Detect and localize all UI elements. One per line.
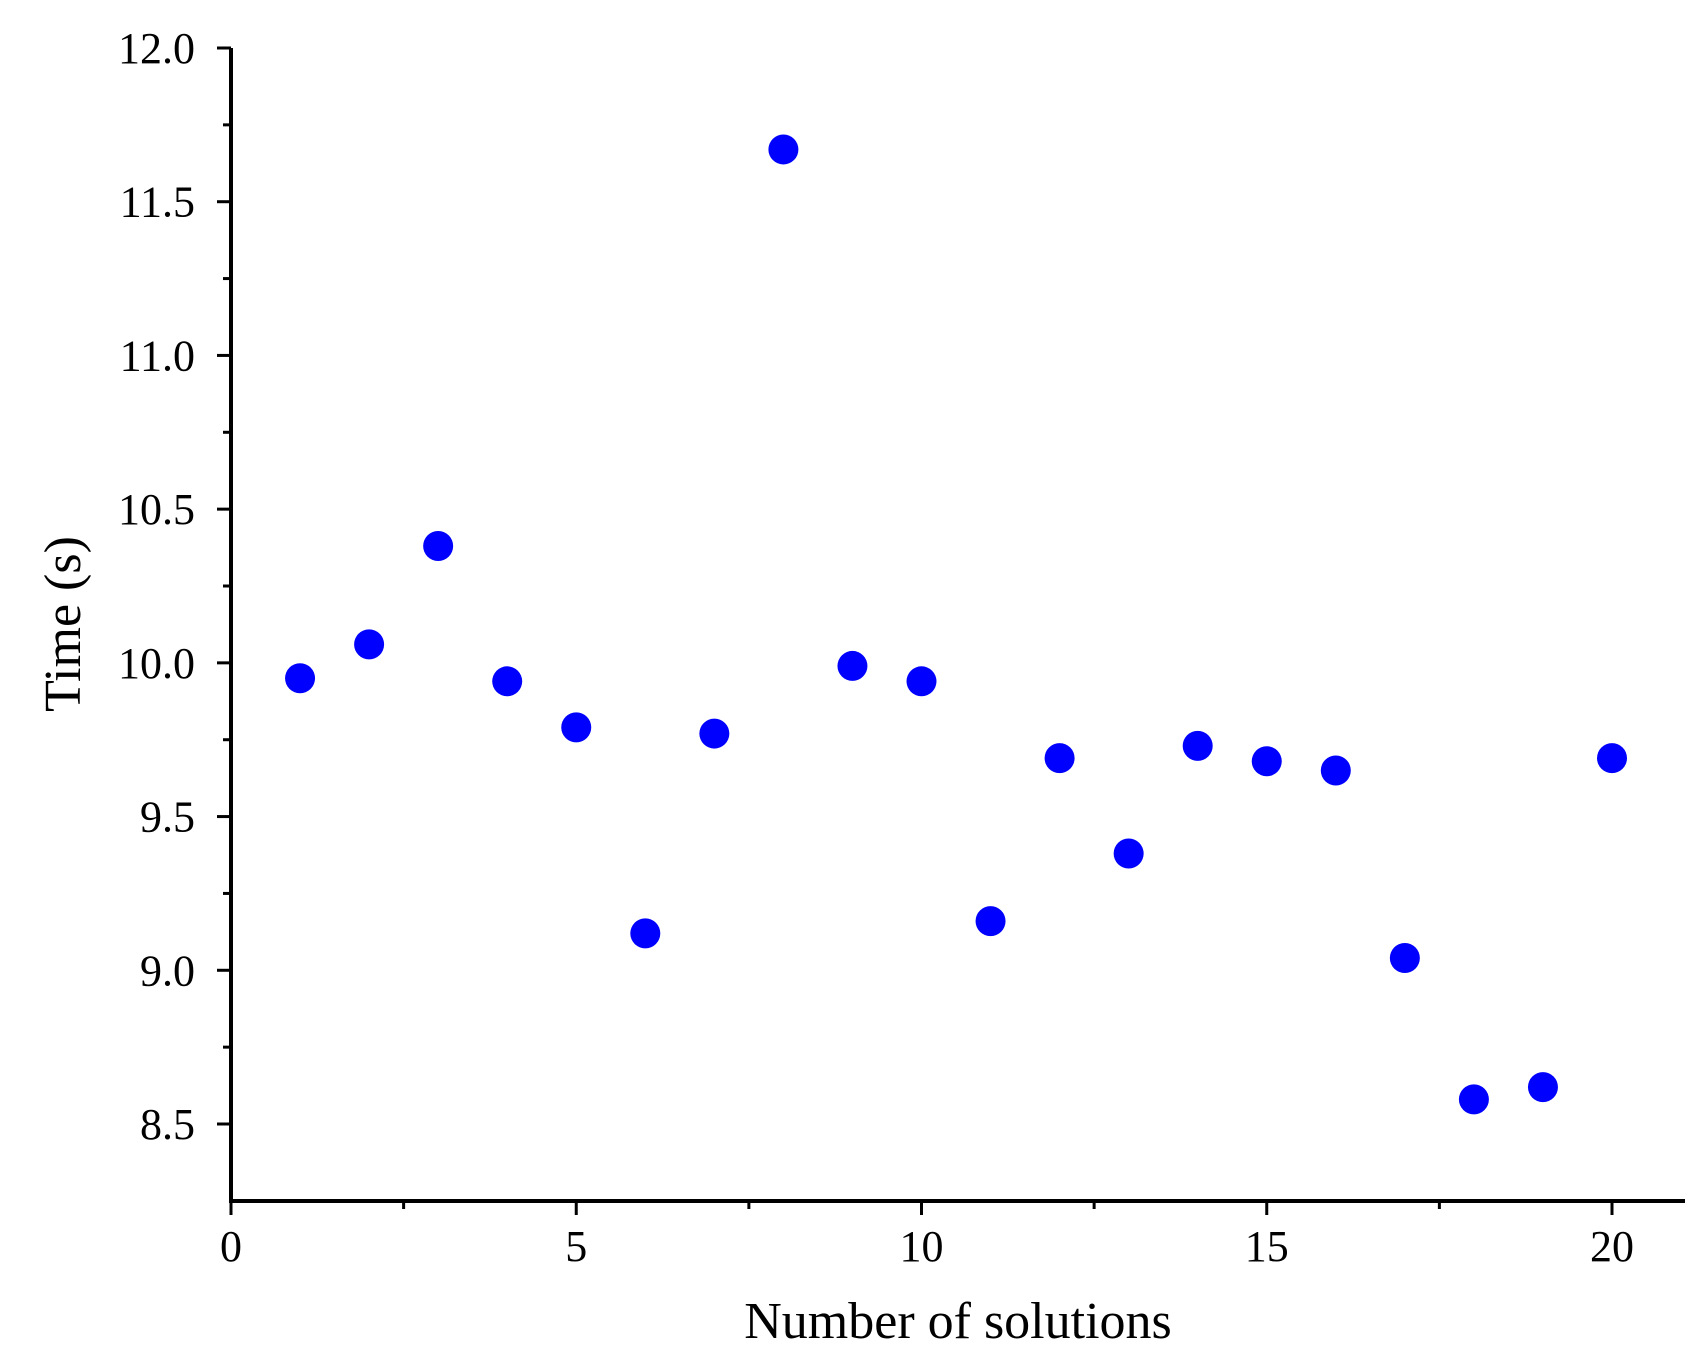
data-point [1389, 942, 1420, 973]
y-tick-label: 9.5 [140, 793, 195, 842]
data-point [423, 531, 454, 562]
y-tick-label: 11.5 [120, 178, 195, 227]
data-point [1044, 743, 1075, 774]
y-tick-label: 10.0 [118, 639, 195, 688]
x-tick-label: 15 [1245, 1222, 1289, 1271]
data-point [354, 629, 385, 660]
data-point [1458, 1084, 1489, 1115]
data-point [630, 918, 661, 949]
data-point [1182, 730, 1213, 761]
y-tick-label: 10.5 [118, 485, 195, 534]
x-tick-label: 10 [900, 1222, 944, 1271]
y-ticks: 8.5 9.0 9.5 10.0 10.5 11.0 11.5 12.0 [118, 24, 231, 1149]
data-point [768, 134, 799, 165]
data-point [1113, 838, 1144, 869]
data-point [1320, 755, 1351, 786]
y-tick-label: 9.0 [140, 946, 195, 995]
x-axis-title: Number of solutions [744, 1293, 1172, 1350]
data-point [837, 650, 868, 681]
data-point [1251, 746, 1282, 777]
data-point [699, 718, 730, 749]
data-point [1527, 1072, 1558, 1103]
data-point [1597, 743, 1627, 774]
x-tick-label: 5 [565, 1222, 587, 1271]
axes [229, 48, 1685, 1203]
data-point [906, 666, 937, 697]
data-point [285, 663, 316, 694]
data-point [561, 712, 592, 743]
x-ticks: 0 5 10 15 20 [220, 1201, 1634, 1271]
x-tick-label: 0 [220, 1222, 242, 1271]
y-tick-label: 11.0 [120, 331, 195, 380]
data-point [492, 666, 523, 697]
y-tick-label: 8.5 [140, 1100, 195, 1149]
y-axis-title: Time (s) [35, 536, 92, 712]
x-tick-label: 20 [1590, 1222, 1634, 1271]
data-points [285, 134, 1627, 1115]
data-point [975, 906, 1006, 937]
y-tick-label: 12.0 [118, 24, 195, 73]
